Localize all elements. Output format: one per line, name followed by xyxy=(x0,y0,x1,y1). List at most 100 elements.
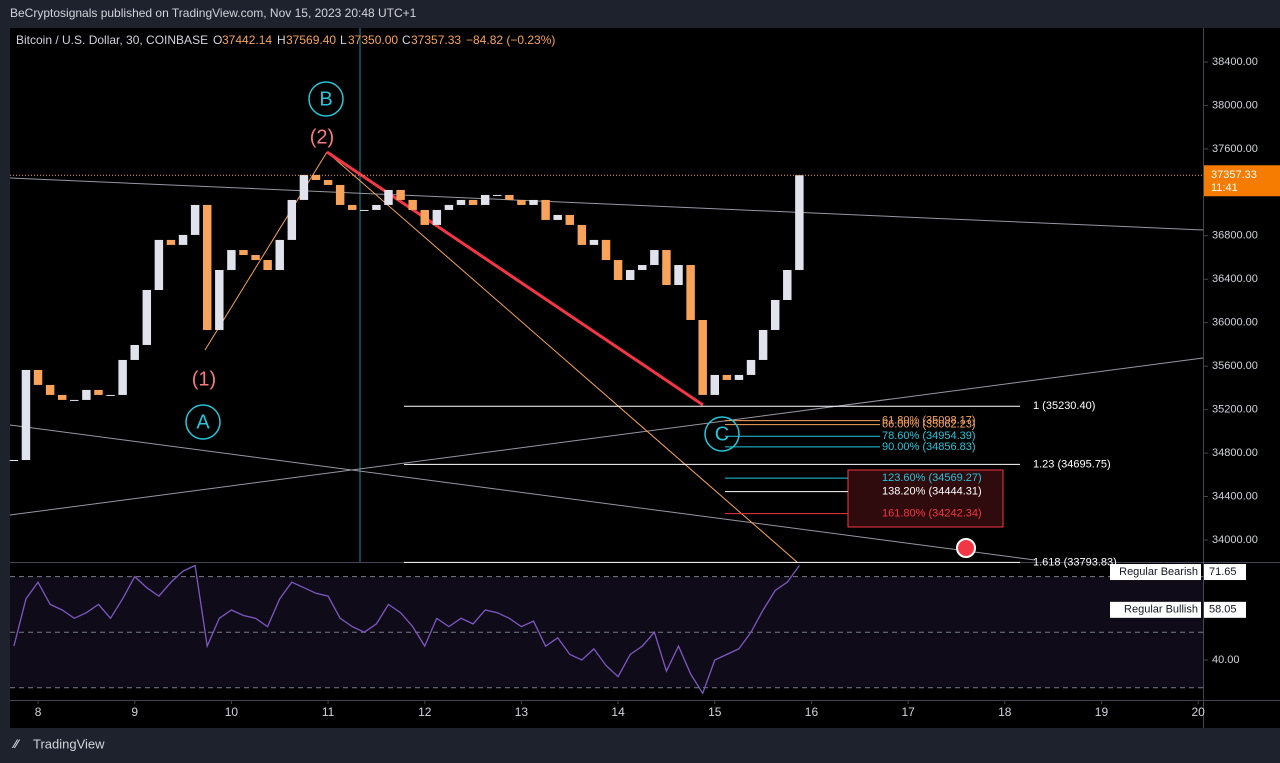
candle xyxy=(9,460,19,462)
time-axis xyxy=(10,700,1280,728)
marker-value-box xyxy=(1204,564,1246,581)
ohlc-value: 37569.40 xyxy=(286,33,336,47)
y-tick-label: 34000.00 xyxy=(1212,534,1258,546)
y-tick-label: 34800.00 xyxy=(1212,447,1258,459)
trend-line xyxy=(9,424,1036,561)
fib-label: 61.80% (35098.17) xyxy=(882,415,976,427)
marker-label: Regular Bearish xyxy=(1119,566,1198,578)
candle xyxy=(215,270,224,330)
y-tick-label: 34400.00 xyxy=(1212,490,1258,502)
candle xyxy=(432,209,442,225)
candle xyxy=(21,369,31,461)
change: −84.82 (−0.23%) xyxy=(466,33,555,47)
wave-circle xyxy=(308,81,344,117)
y-tick-label: 38000.00 xyxy=(1212,99,1258,111)
x-tick-label: 17 xyxy=(901,705,915,719)
y-tick-label: 35200.00 xyxy=(1212,404,1258,416)
rsi-line xyxy=(13,564,800,695)
ohlc-key: C xyxy=(402,33,411,47)
candle xyxy=(541,199,550,220)
event-icon xyxy=(956,538,976,558)
y-tick-label: 38400.00 xyxy=(1212,56,1258,68)
candle xyxy=(202,204,212,330)
x-tick-label: 8 xyxy=(35,705,42,719)
x-tick-label: 20 xyxy=(1191,705,1205,719)
candle xyxy=(142,290,152,345)
candle xyxy=(517,199,526,205)
candle xyxy=(275,239,284,271)
trend-line xyxy=(9,357,1204,516)
price-tag xyxy=(1204,165,1280,197)
candle xyxy=(166,239,176,245)
candle xyxy=(94,389,103,395)
publisher: BeCryptosignals published on TradingView… xyxy=(10,6,417,20)
candle xyxy=(662,250,671,286)
candle xyxy=(746,359,756,375)
candle xyxy=(335,184,345,205)
candle xyxy=(360,209,369,211)
candle xyxy=(456,199,466,205)
candle xyxy=(311,174,321,180)
candle xyxy=(795,175,804,271)
fib-label: 78.60% (34954.39) xyxy=(882,430,976,442)
candle xyxy=(348,204,357,210)
candle xyxy=(396,189,405,200)
candle xyxy=(698,319,707,395)
trend-line xyxy=(326,151,798,563)
level-label: 1.618 (33793.83) xyxy=(1033,556,1117,568)
target-box xyxy=(847,469,1004,528)
candle xyxy=(178,234,188,245)
candle xyxy=(154,239,164,291)
footer: TradingView xyxy=(33,736,105,751)
x-tick-label: 10 xyxy=(225,705,239,719)
candle xyxy=(287,199,297,240)
marker-value: 58.05 xyxy=(1209,604,1237,616)
symbol-title: Bitcoin / U.S. Dollar, 30, COINBASE xyxy=(16,33,208,47)
candle xyxy=(722,374,732,380)
candle xyxy=(190,204,200,235)
candle xyxy=(589,239,599,245)
marker-label: Regular Bullish xyxy=(1124,604,1198,616)
candle xyxy=(444,204,454,210)
trend-line xyxy=(9,177,1204,231)
fib-label: 161.80% (34242.34) xyxy=(882,508,982,520)
y-tick-label: 36800.00 xyxy=(1212,230,1258,242)
candle xyxy=(613,260,623,281)
ohlc-key: O xyxy=(213,33,222,47)
candle xyxy=(783,270,792,300)
ohlc-key: H xyxy=(277,33,286,47)
candle xyxy=(674,265,683,286)
ohlc-value: 37357.33 xyxy=(411,33,461,47)
candle xyxy=(577,224,587,245)
candle xyxy=(118,359,127,395)
countdown: 11:41 xyxy=(1211,182,1238,194)
candle xyxy=(372,204,381,210)
candle xyxy=(82,389,91,400)
candle xyxy=(710,374,720,395)
candle xyxy=(70,399,79,401)
candle xyxy=(239,250,248,256)
candle xyxy=(106,394,115,396)
candle xyxy=(299,174,309,200)
candle xyxy=(420,209,429,225)
candle xyxy=(625,270,635,281)
ohlc-value: 37442.14 xyxy=(222,33,272,47)
x-tick-label: 16 xyxy=(805,705,819,719)
y-tick-label: 37600.00 xyxy=(1212,143,1258,155)
y-tick-label: 35600.00 xyxy=(1212,360,1258,372)
candle xyxy=(770,299,780,330)
wave-circle xyxy=(185,404,221,440)
x-tick-label: 18 xyxy=(998,705,1012,719)
x-tick-label: 11 xyxy=(322,705,335,719)
candle xyxy=(323,179,333,185)
wave-label: B xyxy=(319,88,332,110)
candle xyxy=(251,255,260,261)
candle xyxy=(601,239,611,261)
candle xyxy=(227,250,236,271)
x-tick-label: 9 xyxy=(131,705,138,719)
x-tick-label: 19 xyxy=(1095,705,1109,719)
x-tick-label: 15 xyxy=(708,705,722,719)
ohlc-key: L xyxy=(340,33,347,47)
